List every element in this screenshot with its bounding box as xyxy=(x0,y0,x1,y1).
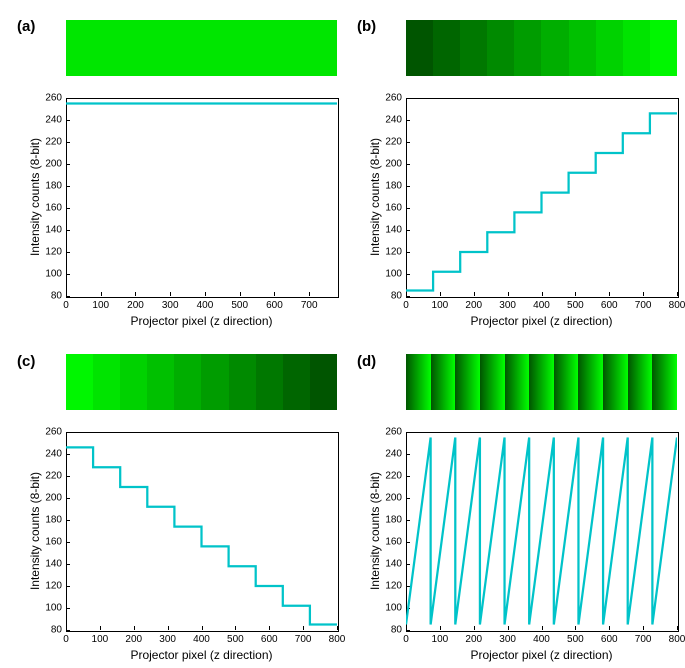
xtick: 200 xyxy=(465,634,482,645)
panel-label-b: (b) xyxy=(357,18,376,35)
ytick: 200 xyxy=(380,493,402,504)
xtick: 0 xyxy=(403,634,409,645)
ytick: 220 xyxy=(380,471,402,482)
ytick: 200 xyxy=(40,493,62,504)
ytick: 220 xyxy=(40,137,62,148)
ytick: 80 xyxy=(40,625,62,636)
panel-label-d: (d) xyxy=(357,353,376,370)
ytick: 260 xyxy=(380,93,402,104)
xtick: 500 xyxy=(567,300,584,311)
color-bar-b xyxy=(406,20,677,76)
ytick: 120 xyxy=(380,581,402,592)
ytick: 100 xyxy=(380,603,402,614)
ytick: 200 xyxy=(380,159,402,170)
ytick: 140 xyxy=(40,225,62,236)
xtick: 700 xyxy=(635,300,652,311)
xtick: 300 xyxy=(162,300,179,311)
xlabel-c: Projector pixel (z direction) xyxy=(66,648,337,662)
ylabel-a: Intensity counts (8-bit) xyxy=(28,98,42,296)
ytick: 100 xyxy=(40,603,62,614)
xtick: 100 xyxy=(92,300,109,311)
xtick: 400 xyxy=(533,634,550,645)
xtick: 0 xyxy=(63,300,69,311)
xtick: 200 xyxy=(127,300,144,311)
ylabel-b: Intensity counts (8-bit) xyxy=(368,98,382,296)
ytick: 260 xyxy=(380,427,402,438)
ytick: 100 xyxy=(40,269,62,280)
ytick: 260 xyxy=(40,93,62,104)
xlabel-b: Projector pixel (z direction) xyxy=(406,314,677,328)
xtick: 100 xyxy=(92,634,109,645)
ytick: 160 xyxy=(380,537,402,548)
color-bar-d xyxy=(406,354,677,410)
data-line-d xyxy=(406,432,677,630)
ytick: 220 xyxy=(380,137,402,148)
ytick: 140 xyxy=(380,225,402,236)
xtick: 700 xyxy=(301,300,318,311)
ytick: 240 xyxy=(40,449,62,460)
ytick: 120 xyxy=(40,247,62,258)
ytick: 180 xyxy=(380,515,402,526)
xtick: 500 xyxy=(227,634,244,645)
ytick: 260 xyxy=(40,427,62,438)
ytick: 240 xyxy=(380,115,402,126)
ytick: 180 xyxy=(380,181,402,192)
color-bar-c xyxy=(66,354,337,410)
ytick: 240 xyxy=(40,115,62,126)
xtick: 300 xyxy=(159,634,176,645)
xtick: 700 xyxy=(295,634,312,645)
xtick: 300 xyxy=(499,300,516,311)
xtick: 700 xyxy=(635,634,652,645)
xtick: 400 xyxy=(197,300,214,311)
ytick: 160 xyxy=(380,203,402,214)
xtick: 500 xyxy=(231,300,248,311)
xtick: 800 xyxy=(329,634,346,645)
xtick: 0 xyxy=(403,300,409,311)
ytick: 120 xyxy=(380,247,402,258)
ytick: 160 xyxy=(40,203,62,214)
xtick: 200 xyxy=(465,300,482,311)
ytick: 220 xyxy=(40,471,62,482)
xtick: 100 xyxy=(432,300,449,311)
ytick: 180 xyxy=(40,515,62,526)
xtick: 600 xyxy=(266,300,283,311)
ytick: 140 xyxy=(380,559,402,570)
xtick: 800 xyxy=(669,300,685,311)
ytick: 80 xyxy=(380,291,402,302)
data-line-a xyxy=(66,98,337,296)
ylabel-c: Intensity counts (8-bit) xyxy=(28,432,42,630)
xtick: 200 xyxy=(125,634,142,645)
xtick: 100 xyxy=(432,634,449,645)
xtick: 500 xyxy=(567,634,584,645)
xtick: 800 xyxy=(669,634,685,645)
xlabel-a: Projector pixel (z direction) xyxy=(66,314,337,328)
ytick: 140 xyxy=(40,559,62,570)
ytick: 80 xyxy=(40,291,62,302)
xtick: 300 xyxy=(499,634,516,645)
xtick: 600 xyxy=(601,300,618,311)
data-line-b xyxy=(406,98,677,296)
xlabel-d: Projector pixel (z direction) xyxy=(406,648,677,662)
ytick: 160 xyxy=(40,537,62,548)
ytick: 180 xyxy=(40,181,62,192)
xtick: 0 xyxy=(63,634,69,645)
ytick: 200 xyxy=(40,159,62,170)
ylabel-d: Intensity counts (8-bit) xyxy=(368,432,382,630)
xtick: 600 xyxy=(261,634,278,645)
color-bar-a xyxy=(66,20,337,76)
ytick: 120 xyxy=(40,581,62,592)
ytick: 240 xyxy=(380,449,402,460)
panel-label-a: (a) xyxy=(17,18,35,35)
ytick: 100 xyxy=(380,269,402,280)
panel-label-c: (c) xyxy=(17,353,35,370)
xtick: 400 xyxy=(193,634,210,645)
data-line-c xyxy=(66,432,337,630)
xtick: 600 xyxy=(601,634,618,645)
xtick: 400 xyxy=(533,300,550,311)
ytick: 80 xyxy=(380,625,402,636)
